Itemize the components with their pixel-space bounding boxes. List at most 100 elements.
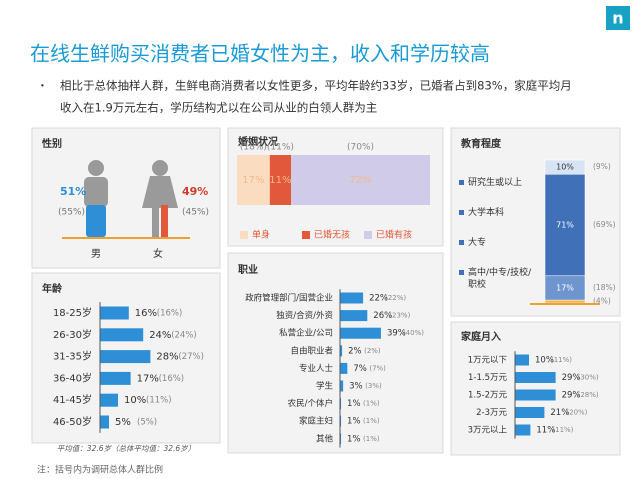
category-label: 农民/个体户 (288, 398, 333, 409)
category-label: 专业人士 (299, 363, 334, 374)
title: 在线生鲜购买消费者已婚女性为主，收入和学历较高 (30, 42, 490, 66)
bar (100, 415, 109, 429)
overall-label: (40%) (403, 329, 424, 337)
value-label: 7% (353, 364, 367, 374)
bullet-line: 收入在1.9万元左右，学历结构尤以在公司从业的白领人群为主 (60, 101, 377, 115)
panel-title: 年龄 (42, 282, 63, 295)
bar (100, 393, 118, 407)
overall-label: (7%) (369, 364, 386, 372)
category-label: 1万元以下 (468, 356, 508, 366)
bullet-line: 相比于总体抽样人群，生鲜电商消费者以女性更多，平均年龄约33岁，已婚者占到83%… (60, 79, 572, 93)
overall-label: (2%) (364, 347, 381, 355)
category-label: 31-35岁 (53, 350, 92, 363)
bar (515, 424, 531, 436)
logo-box (606, 6, 630, 30)
value-label: 29% (562, 373, 581, 383)
overall-label: (5%) (137, 418, 157, 428)
female-legs (161, 205, 168, 237)
female-label: 女 (153, 247, 163, 260)
bar (340, 380, 344, 392)
legend-swatch (240, 231, 248, 239)
value-label: 24% (149, 330, 171, 341)
overall-label: (69%) (593, 220, 616, 229)
value-label: 1% (347, 399, 361, 409)
value-label: 11% (269, 175, 291, 186)
overall-label: (1%) (363, 400, 380, 408)
overall-label: (18%) (240, 143, 267, 153)
value-label: 10% (124, 395, 146, 406)
value-label: 71% (556, 221, 574, 230)
bar (515, 407, 545, 418)
category-label: 41-45岁 (53, 393, 92, 406)
bar (515, 372, 556, 383)
segment (544, 275, 586, 301)
legend-label: 大专 (468, 238, 487, 248)
bar (340, 362, 348, 374)
category-label: 3万元以上 (468, 426, 508, 436)
footnote: 注：括号内为调研总体人群比例 (37, 464, 163, 476)
category-label: 18-25岁 (53, 306, 92, 319)
overall-label: (4%) (593, 297, 611, 306)
value-label: 3% (349, 382, 363, 392)
overall-label: (1%) (363, 435, 380, 443)
female-value: 49% (182, 185, 208, 198)
overall-label: (3%) (365, 382, 382, 390)
category-label: 36-40岁 (53, 371, 92, 384)
legend-swatch (364, 231, 372, 239)
category-label: 1.5-2万元 (468, 391, 507, 401)
category-label: 46-50岁 (53, 415, 92, 428)
female-figure (142, 160, 178, 237)
panel-title: 职业 (238, 263, 258, 276)
category-label: 26-30岁 (53, 328, 92, 341)
bar (100, 371, 131, 385)
value-label: 16% (135, 308, 157, 319)
bar (515, 389, 556, 401)
segment (291, 155, 430, 205)
overall-label: (23%) (389, 312, 410, 320)
legend-swatch (302, 231, 310, 239)
logo: n (612, 9, 623, 28)
segment (544, 174, 586, 277)
value-label: 5% (115, 417, 131, 428)
legend-label: 已婚无孩 (314, 229, 350, 241)
overall-label: (30%) (578, 374, 599, 382)
legend-swatch (459, 270, 464, 275)
value-label: 17% (137, 373, 159, 384)
value-label: 10% (535, 356, 554, 366)
panel-title: 家庭月入 (461, 330, 501, 343)
female-overall: (45%) (182, 208, 209, 218)
bar (100, 328, 144, 342)
value-label: 72% (349, 175, 371, 186)
legend-label: 大学本科 (468, 208, 505, 218)
category-label: 自由职业者 (290, 345, 333, 356)
male-legs (86, 205, 106, 237)
value-label: 29% (562, 391, 581, 401)
panel-title: 教育程度 (460, 137, 502, 150)
overall-label: (70%) (347, 143, 374, 153)
value-label: 39% (387, 329, 406, 339)
overall-label: (27%) (178, 352, 204, 362)
bar (340, 310, 368, 322)
category-label: 学生 (316, 381, 334, 392)
value-label: 1% (347, 434, 361, 444)
category-label: 1-1.5万元 (468, 373, 507, 383)
segment (237, 155, 270, 205)
value-label: 22% (369, 294, 388, 304)
panel-title: 婚姻状况 (238, 135, 278, 148)
bar (340, 345, 343, 357)
average-note: 平均值：32.6岁（总体平均值：32.6岁） (57, 444, 195, 453)
overall-label: (11%) (267, 143, 294, 153)
bar (340, 415, 342, 427)
legend-swatch (459, 210, 464, 215)
legend-label: 高中/中专/技校/职校 (468, 268, 532, 290)
overall-label: (11%) (551, 356, 572, 364)
svg-text:•: • (40, 82, 45, 91)
value-label: 26% (373, 311, 392, 321)
value-label: 10% (556, 163, 574, 172)
bar (340, 327, 381, 339)
male-value: 51% (60, 185, 86, 198)
overall-label: (11%) (552, 426, 573, 434)
category-label: 独资/合资/外资 (276, 310, 333, 321)
